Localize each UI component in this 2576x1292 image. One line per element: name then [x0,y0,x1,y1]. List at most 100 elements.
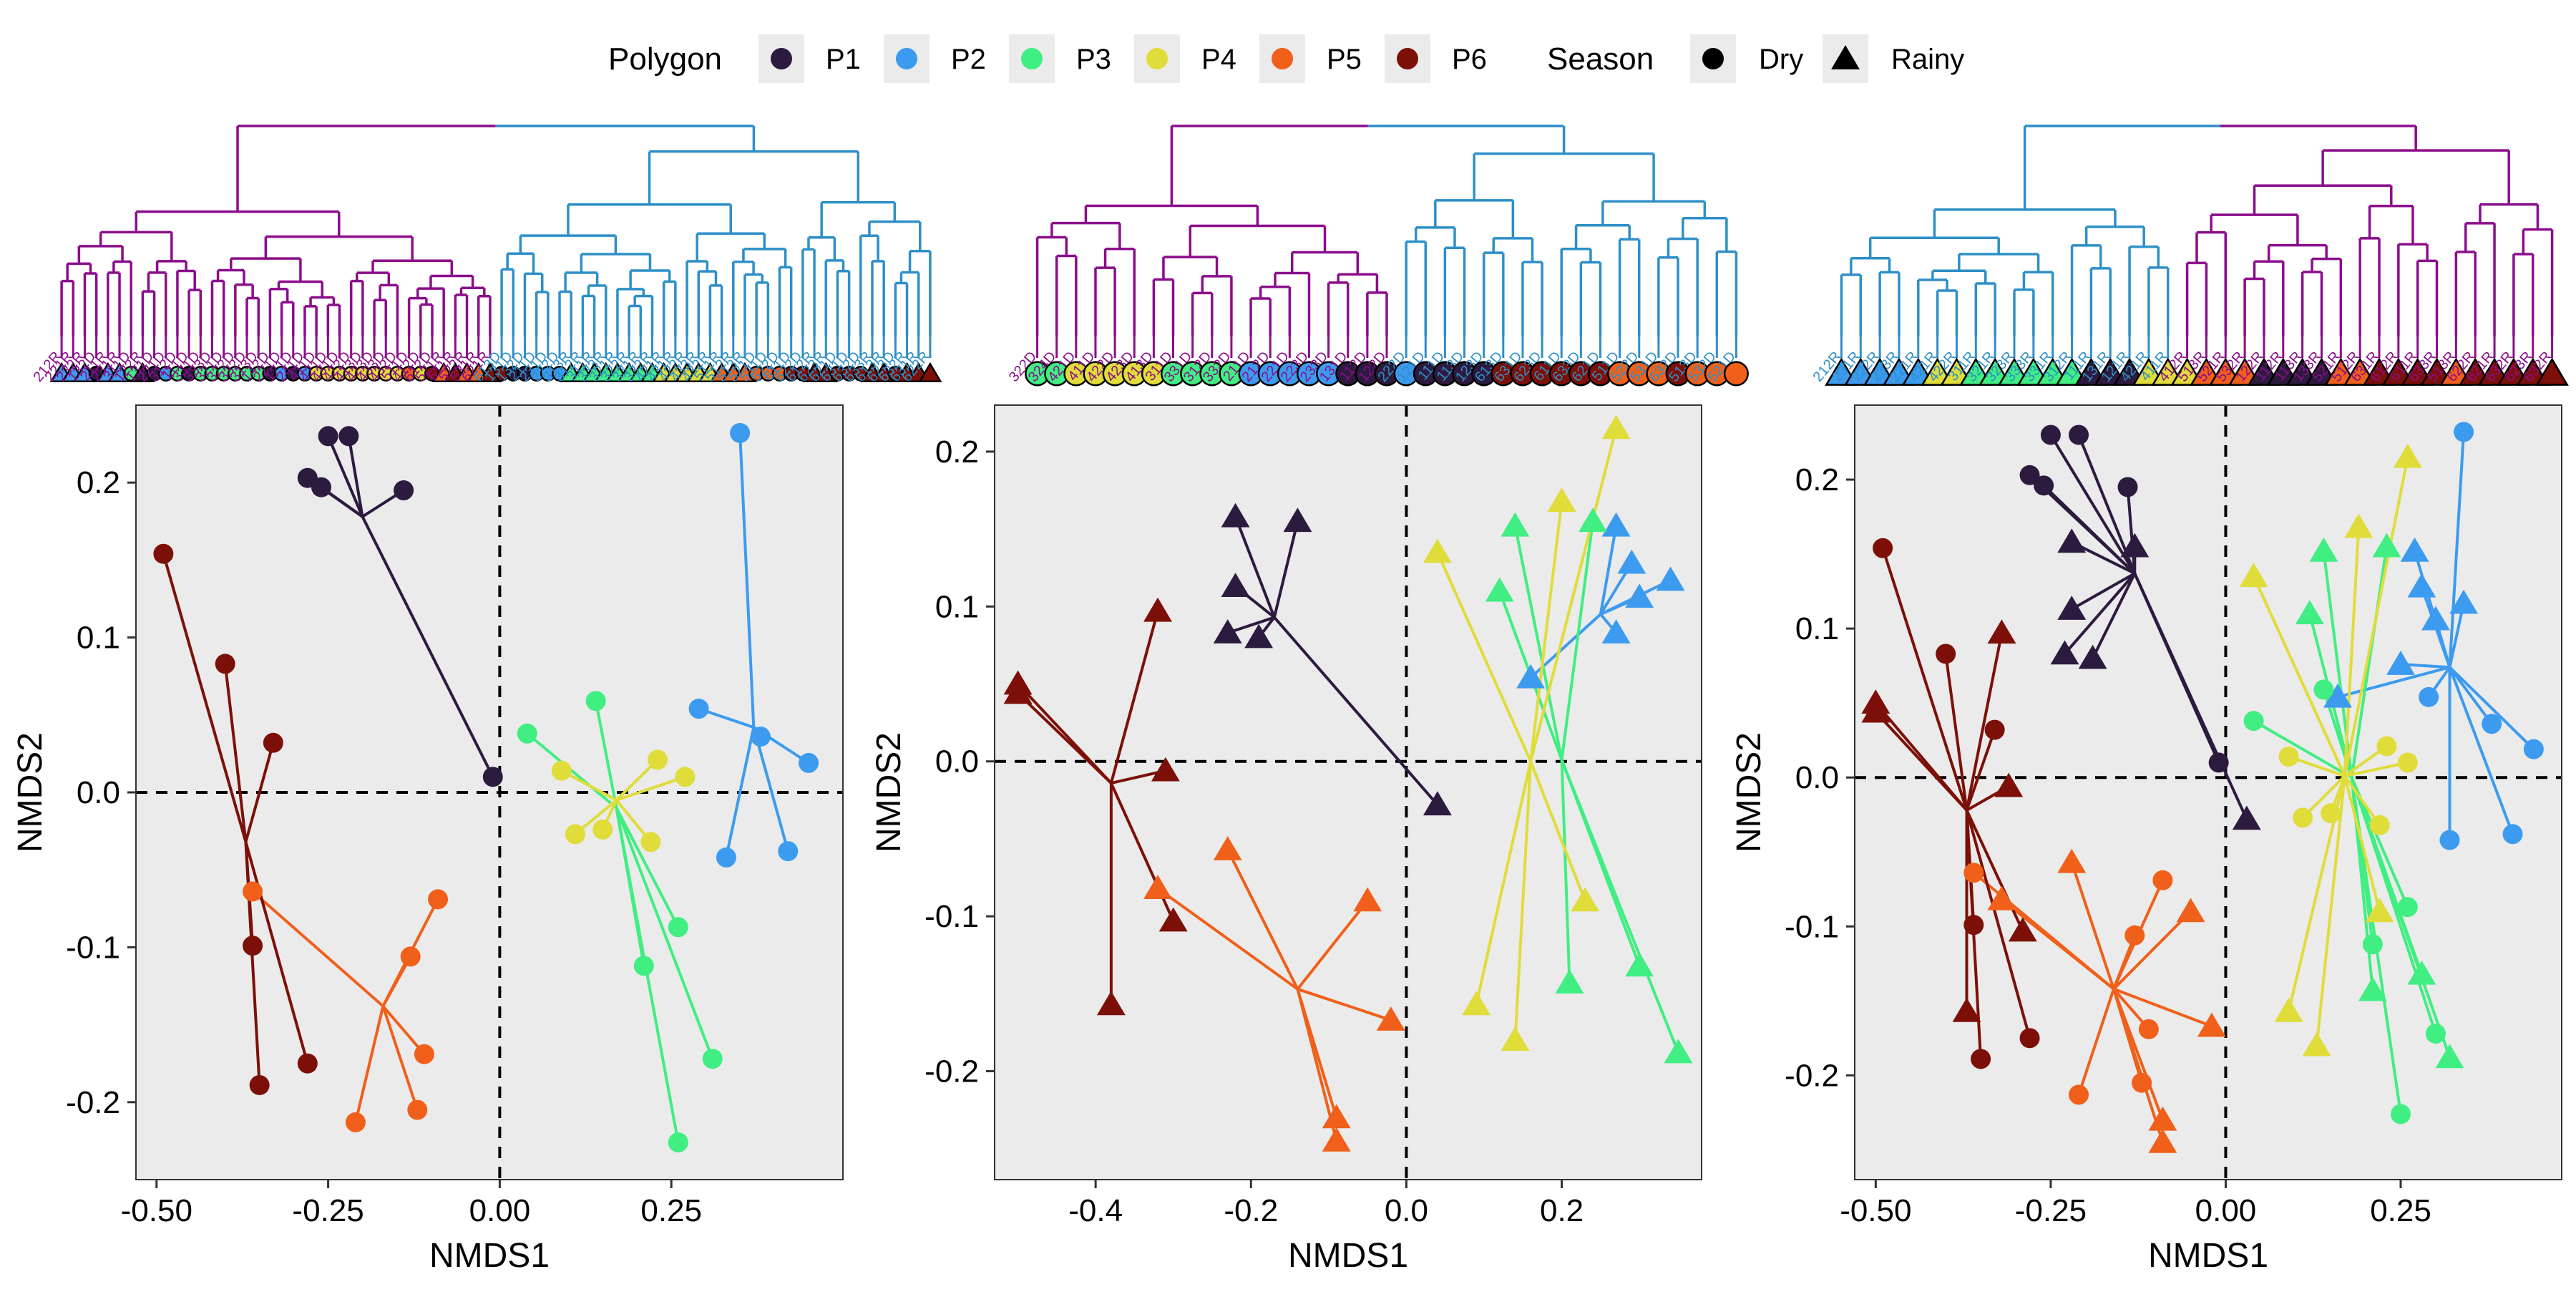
nmds-panel-dry: -0.4 -0.2 0.0 0.2 -0.2 -0.1 0.0 0.1 0.2 NMDS1 NMDS… [870,404,1702,1275]
point-dry [2425,1024,2446,1044]
point-dry [482,767,503,787]
y-tick-label: 0.2 [77,465,120,500]
point-rainy [2057,596,2087,620]
spider-line [2343,527,2361,777]
spider-line [2133,573,2248,820]
point-rainy [2344,513,2373,538]
point-dry [2419,686,2439,707]
point-rainy [2148,1106,2177,1131]
legend-label-p1: P1 [826,44,861,75]
y-tick-label: 0.0 [77,775,120,810]
x-tick-label: -0.25 [292,1193,364,1228]
spider-line [244,841,309,1064]
nmds-panel-rainy: -0.50 -0.25 0.00 0.25 -0.2 -0.1 0.0 0.1 0.2 NMDS1… [1730,404,2562,1275]
legend-item-p3: P3 [1009,34,1111,83]
spider-line [2253,719,2353,779]
spider-line [1560,759,1571,983]
spider-line [354,1006,385,1123]
spider-line [1296,900,1369,991]
group-p5-spider [1973,862,2212,1143]
point-rainy [2050,640,2079,665]
point-rainy [1987,885,2016,910]
point-rainy [2148,1128,2177,1153]
point-dry [153,543,174,564]
legend-key-p3 [1021,48,1043,69]
spider-line [2042,484,2136,575]
point-dry [2019,1028,2040,1049]
group-p3-points [2243,533,2464,1125]
point-rainy [1485,577,1514,602]
y-tick-label: -0.2 [66,1085,120,1120]
x-axis-title: NMDS1 [1288,1237,1408,1275]
group-p5-points [1143,836,1405,1152]
point-rainy [2078,644,2107,669]
legend-item-p5: P5 [1259,34,1362,83]
legend: Polygon Season P1 P2 P3 P4 P5 P6 Dry Rainy [608,34,1964,83]
spider-line [1513,525,1563,760]
point-dry [702,1049,723,1069]
point-rainy [1547,487,1576,512]
y-axis-title: NMDS2 [1730,732,1768,853]
point-rainy [1096,991,1126,1016]
dendrogram-leaf-marker [918,361,942,382]
x-axis-title: NMDS1 [2148,1237,2268,1275]
point-rainy [1213,836,1242,860]
spider-line [1272,520,1299,618]
point-dry [1963,863,1984,883]
y-tick-label: 0.1 [1795,611,1839,646]
point-dry [2439,830,2460,850]
point-rainy [1353,887,1382,912]
point-rainy [1462,991,1491,1016]
point-dry [2069,424,2089,445]
point-dry [345,1112,366,1132]
point-rainy [1376,1006,1405,1031]
point-rainy [2197,1012,2226,1037]
point-rainy [1617,549,1646,574]
point-dry [2019,465,2040,485]
point-dry [243,881,263,902]
y-tick-label: -0.1 [66,930,120,965]
point-dry [1873,538,1893,558]
spider-line [1965,810,2031,1039]
point-dry [585,691,606,711]
point-dry [2454,422,2474,442]
point-rainy [1213,619,1242,643]
point-rainy [2407,960,2436,985]
point-dry [1963,915,1984,936]
spider-line [2252,575,2346,777]
spider-line [1560,759,1680,1054]
point-dry [2243,711,2264,732]
y-tick-label: 0.1 [935,589,979,624]
y-axis-title: NMDS2 [11,732,49,853]
spider-line [526,732,618,810]
point-rainy [2365,898,2394,923]
point-rainy [1158,907,1188,932]
spider-line [2337,666,2450,699]
spider-line [1297,987,1392,1022]
point-rainy [2323,683,2352,708]
legend-item-p4: P4 [1134,34,1236,83]
y-tick-label: -0.1 [924,899,979,934]
point-rainy [1625,583,1654,608]
legend-polygon-title: Polygon [608,42,722,77]
spider-line [361,515,494,778]
legend-season-items: Dry Rainy [1690,34,1964,83]
x-tick-label: -0.50 [1840,1193,1911,1228]
group-p4-points [1423,414,1631,1051]
point-dry [428,889,449,910]
spider-line [1881,548,1968,811]
spider-line [594,700,618,809]
spider-line [615,775,686,802]
spider-line [2343,774,2381,826]
spider-line [2091,573,2137,659]
legend-key-p5 [1272,48,1293,69]
point-dry [2293,807,2313,828]
point-rainy [2400,537,2429,562]
spider-line [2049,434,2136,575]
dendrograms: 212R221R232R132D211R231R311D122R131D221D… [30,125,2569,387]
spider-line [1436,551,1532,762]
point-dry [318,426,338,447]
spider-line [1599,525,1618,615]
legend-season-title: Season [1547,42,1654,77]
